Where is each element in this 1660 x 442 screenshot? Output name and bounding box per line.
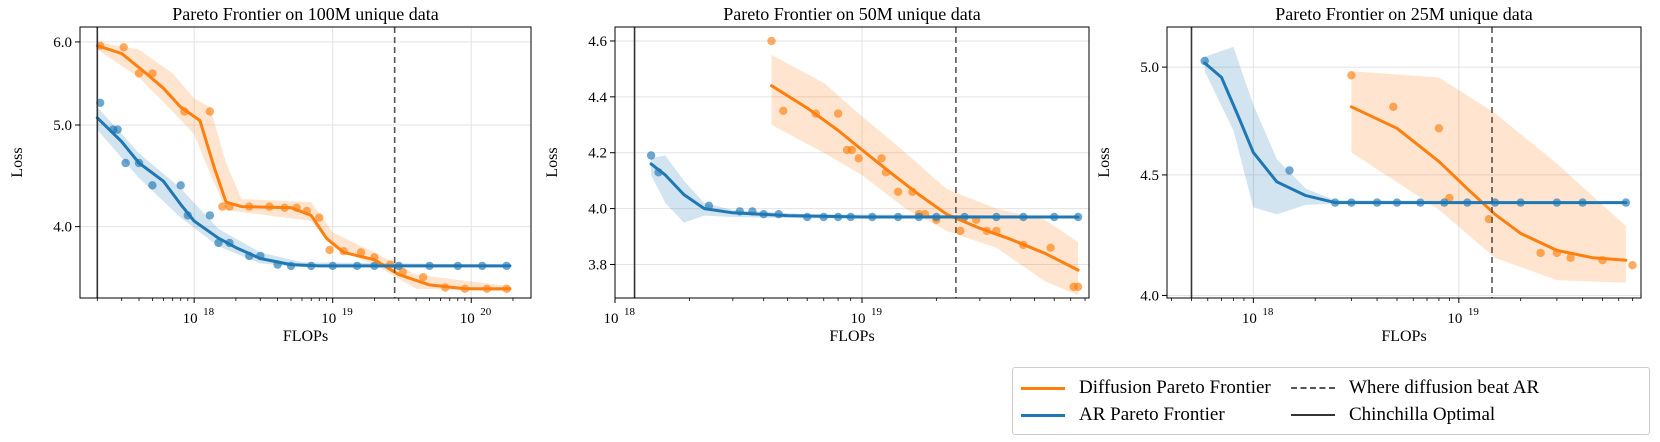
y-tick-label: 4.4 [588, 90, 607, 106]
confidence-band-ar [97, 107, 510, 268]
data-point-diffusion [893, 187, 903, 196]
y-tick-label: 4.5 [1140, 168, 1159, 184]
confidence-band-diffusion [1351, 71, 1626, 283]
data-point-diffusion [205, 107, 215, 116]
data-point-diffusion [1628, 261, 1637, 270]
x-tick-exponent: 19 [342, 306, 354, 318]
plot-area [646, 36, 1083, 296]
y-tick-label: 5.0 [1140, 60, 1159, 76]
data-point-diffusion [315, 213, 324, 222]
axes-frame [79, 26, 532, 299]
data-point-ar [121, 158, 130, 168]
data-point-diffusion [1347, 71, 1356, 80]
y-tick-label: 5.0 [53, 118, 72, 134]
data-point-diffusion [1073, 282, 1083, 291]
data-point-diffusion [779, 106, 788, 116]
confidence-band-diffusion [771, 54, 1079, 296]
data-point-diffusion [877, 154, 886, 163]
y-tick-label: 4.6 [588, 34, 607, 50]
legend-label-diffusion: Diffusion Pareto Frontier [1079, 377, 1271, 398]
x-tick-label: 10 [321, 311, 336, 327]
chart-title: Pareto Frontier on 25M unique data [1275, 4, 1532, 24]
data-point-ar [113, 125, 122, 134]
data-point-diffusion [1536, 248, 1545, 258]
legend-label-beat: Where diffusion beat AR [1349, 377, 1540, 398]
confidence-band-diffusion [97, 41, 510, 292]
y-axis-label: Loss [9, 147, 26, 177]
frontier-line-diffusion [770, 84, 1080, 272]
data-point-diffusion [833, 109, 843, 118]
x-axis-label: FLOPs [1381, 328, 1426, 345]
chart-title: Pareto Frontier on 50M unique data [723, 4, 980, 24]
axes-frame [1166, 26, 1642, 299]
x-tick-label: 10 [460, 311, 475, 327]
x-tick-label: 10 [183, 311, 198, 327]
data-point-diffusion [767, 36, 776, 46]
legend-item-beat: Where diffusion beat AR [1291, 377, 1539, 399]
x-axis-label: FLOPs [283, 328, 328, 345]
legend-label-ar: AR Pareto Frontier [1079, 404, 1225, 425]
panel-25m: 10 18 10 19 4.0 4.5 5.0 Pareto Frontier on 25M … [1096, 4, 1642, 345]
data-point-diffusion [1434, 124, 1444, 133]
panel-50m: 10 18 10 19 3.8 4.0 4.2 4.4 4.6 Pareto Frontier o… [544, 4, 1090, 345]
data-point-diffusion [325, 245, 334, 255]
legend-swatch-ar [1021, 413, 1065, 417]
plot-area [95, 41, 512, 293]
frontier-line-diffusion [95, 44, 512, 291]
data-point-diffusion [218, 202, 227, 211]
data-point-diffusion [1389, 102, 1398, 112]
y-tick-label: 4.0 [588, 202, 607, 218]
data-point-diffusion [1046, 243, 1055, 252]
plot-area [1200, 46, 1637, 283]
x-tick-exponent: 18 [1262, 306, 1274, 318]
frontier-line-ar [1203, 61, 1628, 205]
y-tick-label: 3.8 [588, 257, 607, 273]
y-tick-label: 6.0 [53, 35, 72, 51]
x-tick-label: 10 [604, 311, 619, 327]
legend-swatch-beat [1291, 387, 1335, 389]
x-tick-label: 10 [1242, 311, 1257, 327]
data-point-diffusion [1566, 253, 1575, 262]
data-point-ar [148, 181, 157, 190]
frontier-line-ar [649, 162, 1080, 219]
x-tick-exponent: 18 [624, 306, 636, 318]
legend-item-chinchilla: Chinchilla Optimal [1291, 404, 1495, 426]
legend-label-chinchilla: Chinchilla Optimal [1349, 404, 1496, 425]
data-point-ar [1285, 166, 1294, 175]
x-tick-label: 10 [1447, 311, 1462, 327]
data-point-ar [205, 211, 215, 220]
y-tick-label: 4.2 [588, 146, 607, 162]
data-point-ar [176, 181, 185, 190]
data-point-diffusion [119, 43, 128, 52]
legend-swatch-diffusion [1021, 386, 1065, 390]
x-tick-exponent: 20 [480, 306, 492, 318]
chart-title: Pareto Frontier on 100M unique data [172, 4, 438, 24]
panel-100m: 10 18 10 19 10 20 4.0 5.0 6.0 Pareto Frontier on … [9, 4, 532, 345]
y-axis-label: Loss [544, 147, 561, 177]
frontier-line-ar [95, 116, 512, 268]
legend-item-diffusion: Diffusion Pareto Frontier [1021, 377, 1271, 399]
y-tick-label: 4.0 [1140, 288, 1159, 304]
frontier-line-diffusion [1349, 105, 1628, 262]
data-point-diffusion [854, 154, 863, 163]
y-axis-label: Loss [1096, 147, 1113, 177]
x-tick-exponent: 19 [1468, 306, 1480, 318]
legend: Diffusion Pareto Frontier AR Pareto Fron… [1012, 367, 1650, 435]
legend-swatch-chinchilla [1291, 414, 1335, 416]
data-point-diffusion [134, 69, 144, 78]
x-tick-exponent: 18 [203, 306, 215, 318]
data-point-diffusion [419, 273, 428, 282]
x-tick-exponent: 19 [871, 306, 883, 318]
data-point-diffusion [847, 145, 857, 155]
axes-frame [614, 26, 1090, 299]
y-tick-label: 4.0 [53, 220, 72, 236]
legend-item-ar: AR Pareto Frontier [1021, 404, 1225, 426]
data-point-ar [646, 151, 656, 160]
x-tick-label: 10 [850, 311, 865, 327]
data-point-diffusion [1484, 214, 1494, 224]
data-point-diffusion [956, 226, 965, 236]
x-axis-label: FLOPs [829, 328, 874, 345]
